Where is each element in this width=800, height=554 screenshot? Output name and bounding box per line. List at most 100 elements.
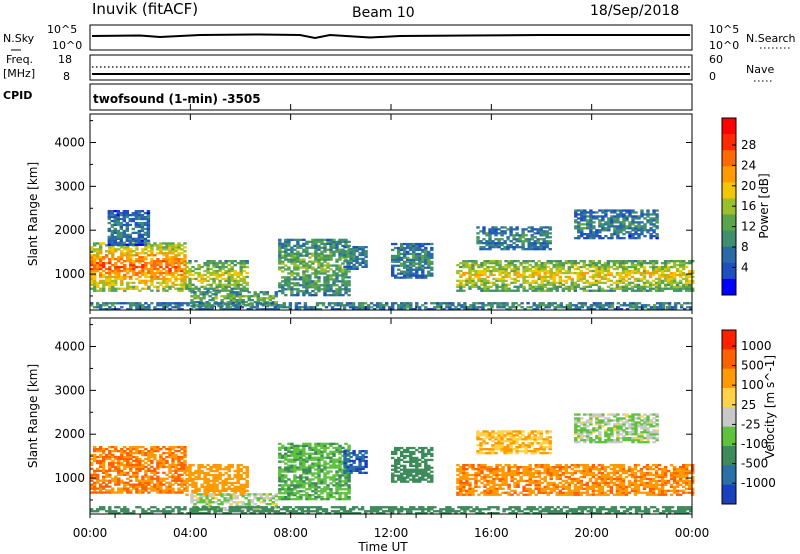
power-echo-cell — [224, 289, 228, 292]
power-echo-cell — [302, 266, 306, 269]
power-echo-cell — [601, 219, 605, 222]
velocity-echo-cell — [102, 452, 106, 455]
power-echo-cell — [162, 258, 166, 261]
power-echo-cell — [171, 244, 175, 247]
velocity-echo-cell — [241, 495, 245, 498]
power-echo-cell — [185, 271, 189, 275]
power-echo-cell — [232, 299, 236, 302]
power-echo-cell — [679, 279, 683, 282]
power-echo-cell — [525, 262, 529, 265]
power-echo-cell — [586, 219, 590, 222]
power-echo-cell — [548, 232, 552, 235]
power-echo-cell — [570, 281, 574, 284]
velocity-echo-cell — [165, 448, 169, 451]
velocity-echo-cell — [183, 459, 187, 463]
power-echo-cell — [627, 260, 632, 263]
power-echo-cell — [165, 248, 169, 251]
velocity-echo-cell — [108, 452, 112, 455]
velocity-echo-cell — [96, 477, 100, 480]
power-echo-cell — [206, 262, 210, 265]
velocity-echo-cell — [308, 444, 312, 447]
power-echo-cell — [212, 265, 216, 269]
velocity-echo-cell — [159, 459, 163, 463]
power-echo-cell — [102, 302, 106, 305]
power-echo-cell — [403, 270, 407, 273]
power-echo-cell — [498, 271, 502, 275]
power-echo-cell — [409, 276, 413, 279]
power-echo-cell — [610, 223, 614, 226]
velocity-echo-cell — [302, 466, 306, 469]
velocity-echo-cell — [180, 446, 184, 449]
power-echo-cell — [607, 302, 612, 305]
power-echo-cell — [290, 248, 294, 251]
velocity-echo-cell — [150, 452, 154, 455]
velocity-echo-cell — [150, 469, 154, 472]
velocity-echo-cell — [305, 482, 309, 485]
power-echo-cell — [281, 254, 285, 257]
power-echo-cell — [227, 260, 231, 263]
power-echo-cell — [150, 244, 154, 247]
power-echo-cell — [323, 238, 327, 241]
power-echo-cell — [239, 265, 243, 269]
power-echo-cell — [492, 289, 496, 292]
velocity-echo-cell — [235, 501, 239, 504]
power-echo-cell — [491, 230, 495, 233]
power-echo-cell — [349, 257, 353, 261]
power-echo-cell — [186, 304, 190, 307]
power-echo-cell — [122, 233, 126, 236]
velocity-echo-cell — [174, 467, 178, 470]
power-echo-cell — [114, 302, 118, 305]
power-echo-cell — [278, 260, 282, 263]
velocity-echo-cell — [159, 481, 163, 484]
power-echo-cell — [294, 306, 299, 309]
power-echo-cell — [589, 231, 593, 234]
power-echo-cell — [542, 226, 546, 229]
power-echo-cell — [637, 215, 641, 218]
power-echo-cell — [648, 265, 653, 269]
power-echo-cell — [284, 248, 288, 251]
power-echo-cell — [352, 263, 356, 266]
power-echo-cell — [600, 267, 605, 271]
power-echo-cell — [188, 277, 192, 281]
power-echo-cell — [110, 235, 114, 238]
velocity-echo-cell — [147, 455, 151, 459]
power-echo-cell — [406, 244, 410, 248]
power-echo-cell — [594, 283, 599, 286]
power-echo-cell — [177, 304, 181, 307]
velocity-echo-cell — [242, 485, 246, 488]
velocity-echo-cell — [227, 464, 231, 467]
power-echo-cell — [465, 262, 469, 265]
power-echo-cell — [648, 285, 653, 288]
power-echo-cell — [609, 289, 614, 292]
power-echo-cell — [459, 273, 463, 277]
velocity-echo-cell — [162, 491, 166, 494]
velocity-echo-cell — [314, 450, 318, 453]
power-echo-cell — [537, 265, 541, 269]
power-echo-cell — [527, 226, 531, 229]
power-echo-cell — [601, 223, 605, 226]
power-echo-cell — [591, 262, 596, 265]
power-echo-cell — [131, 212, 135, 215]
power-echo-cell — [242, 277, 246, 281]
power-echo-cell — [346, 261, 350, 265]
power-echo-cell — [293, 244, 297, 247]
power-echo-cell — [574, 308, 578, 311]
power-echo-cell — [137, 221, 142, 225]
power-echo-cell — [540, 267, 544, 271]
power-echo-cell — [177, 273, 181, 277]
power-echo-cell — [132, 254, 136, 257]
power-echo-cell — [543, 285, 547, 288]
power-echo-cell — [314, 258, 318, 261]
power-echo-cell — [258, 302, 262, 305]
power-echo-cell — [108, 281, 112, 284]
power-echo-cell — [90, 277, 94, 281]
power-echo-cell — [394, 256, 398, 259]
power-echo-marks — [90, 209, 695, 311]
power-echo-cell — [610, 215, 614, 218]
power-echo-cell — [459, 283, 463, 286]
velocity-echo-cell — [99, 459, 103, 463]
power-echo-cell — [615, 267, 620, 271]
power-echo-cell — [688, 289, 692, 292]
power-echo-cell — [627, 283, 632, 286]
velocity-echo-cell — [278, 452, 282, 455]
